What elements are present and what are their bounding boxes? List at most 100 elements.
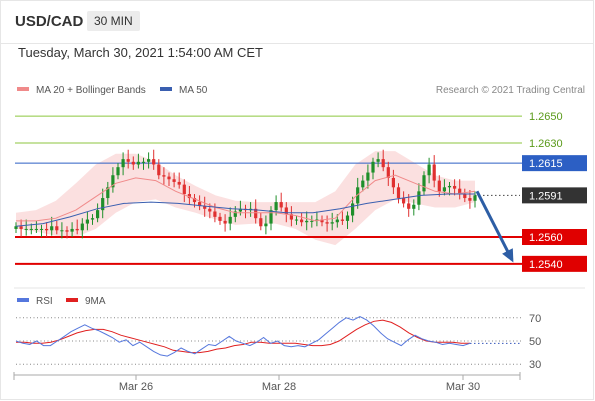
candle-body	[458, 188, 462, 195]
candle-body	[116, 167, 120, 176]
candle-body	[432, 164, 436, 181]
candle-body	[279, 202, 283, 208]
rsi-tick-50: 50	[529, 336, 541, 348]
candle-body	[417, 191, 421, 205]
chart-header: USD/CAD 30 MIN	[1, 1, 594, 44]
candle-body	[147, 159, 151, 162]
candle-body	[300, 219, 304, 223]
candle-body	[187, 194, 191, 199]
rsi-legend-swatch	[17, 298, 29, 302]
candle-body	[345, 215, 350, 221]
candle-body	[96, 210, 100, 219]
moving-averages	[15, 174, 476, 227]
credit-label: Research © 2021 Trading Central	[436, 85, 585, 96]
ma20-legend-label: MA 20 + Bollinger Bands	[36, 85, 146, 96]
candle-body	[437, 180, 441, 192]
x-axis-ticks: Mar 26 Mar 28 Mar 30	[13, 372, 521, 393]
candle-body	[55, 226, 59, 231]
candle-body	[65, 230, 69, 232]
forecast-arrow	[475, 190, 514, 263]
bollinger-band-area	[16, 151, 475, 246]
candle-body	[422, 175, 426, 192]
candle-body	[351, 203, 355, 216]
candle-body	[361, 180, 365, 188]
candle-body	[39, 228, 44, 230]
level-box-1.2560	[522, 229, 587, 245]
candle-body	[468, 198, 472, 201]
ma9-legend-label: 9MA	[85, 296, 106, 307]
candle-body	[75, 228, 79, 231]
candle-body	[366, 172, 370, 181]
level-box-1.2540	[522, 255, 587, 272]
ma20-legend-swatch	[17, 87, 29, 91]
level-label-1.2560: 1.2560	[529, 232, 563, 244]
candle-body	[386, 167, 390, 178]
candle-body	[60, 230, 64, 232]
candle-body	[101, 198, 105, 211]
candle-body	[284, 207, 288, 215]
candle-body	[182, 184, 186, 195]
candle-body	[218, 216, 222, 221]
candle-body	[274, 202, 278, 211]
candle-body	[264, 223, 268, 227]
candle-body	[340, 219, 344, 221]
candle-body	[289, 214, 293, 220]
candle-body	[172, 179, 176, 182]
level-label-1.2650: 1.2650	[529, 111, 563, 123]
candle-body	[111, 175, 115, 188]
candle-body	[402, 198, 406, 204]
candle-body	[233, 211, 237, 217]
x-tick-label: Mar 26	[119, 381, 153, 393]
candle-body	[396, 187, 401, 199]
candle-body	[325, 222, 329, 224]
candle-body	[152, 159, 156, 165]
ma50-legend-label: MA 50	[179, 85, 208, 96]
candle-body	[203, 206, 207, 209]
candle-body	[427, 164, 431, 176]
candle-body	[223, 220, 227, 224]
candle-body	[177, 181, 181, 185]
timestamp: Tuesday, March 30, 2021 1:54:00 AM CET	[18, 45, 263, 60]
candle-body	[310, 220, 314, 222]
candle-body	[238, 208, 242, 212]
current-price-label: 1.2591	[529, 190, 563, 202]
candle-body	[14, 226, 18, 229]
candle-body	[121, 159, 125, 168]
ma50-legend-swatch	[160, 87, 172, 91]
candle-body	[50, 226, 54, 231]
candle-body	[213, 211, 217, 217]
rsi-tick-70: 70	[529, 313, 541, 325]
timeframe-badge[interactable]: 30 MIN	[87, 11, 140, 31]
candle-body	[136, 161, 140, 165]
level-label-1.2630: 1.2630	[529, 138, 563, 150]
candle-body	[407, 203, 411, 209]
candle-body	[80, 223, 84, 231]
level-label-1.2615: 1.2615	[529, 158, 563, 170]
candle-body	[106, 187, 110, 199]
level-box-1.2615	[522, 155, 587, 172]
candle-body	[269, 210, 273, 224]
ma50-line	[15, 193, 475, 227]
candle-body	[254, 208, 258, 219]
symbol-title: USD/CAD	[15, 13, 84, 30]
current-price-box	[522, 187, 587, 204]
candle-body	[371, 161, 375, 173]
candle-body	[447, 185, 452, 188]
candle-body	[463, 194, 467, 199]
rsi-tick-30: 30	[529, 359, 541, 371]
candle-body	[228, 216, 232, 224]
rsi-legend-label: RSI	[36, 296, 53, 307]
candle-body	[126, 159, 130, 162]
ma20-line	[16, 174, 476, 222]
candle-body	[90, 218, 95, 220]
x-tick-label: Mar 28	[262, 381, 296, 393]
candle-body	[34, 228, 38, 230]
candle-body	[19, 226, 23, 229]
candle-body	[70, 228, 74, 232]
candle-body	[141, 161, 146, 163]
candle-body	[259, 218, 263, 227]
candle-body	[473, 195, 477, 201]
candle-body	[330, 222, 334, 224]
candle-body	[24, 228, 28, 230]
